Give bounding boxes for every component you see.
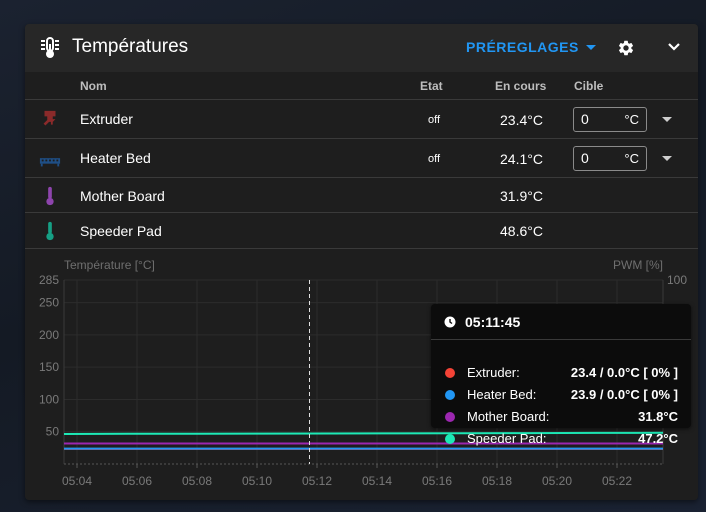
tooltip-row: Extruder: 23.4 / 0.0°C [ 0% ]	[431, 364, 691, 382]
tooltip-time: 05:11:45	[465, 314, 521, 330]
x-tick-label: 05:10	[242, 474, 272, 488]
chevron-down-icon[interactable]	[666, 39, 682, 55]
thermometer-icon	[46, 186, 54, 206]
sensor-name: Speeder Pad	[80, 223, 162, 239]
preset-dropdown-icon[interactable]	[662, 156, 672, 161]
tooltip-row: Heater Bed: 23.9 / 0.0°C [ 0% ]	[431, 386, 691, 404]
current-temp: 24.1°C	[500, 151, 543, 167]
extruder-icon	[43, 110, 56, 126]
current-temp: 23.4°C	[500, 112, 543, 128]
x-tick-label: 05:14	[362, 474, 392, 488]
temperature-chart-svg[interactable]: Température [°C] PWM [%] 285 250 200 150 100 50…	[25, 249, 698, 500]
heater-bed-icon	[39, 158, 61, 167]
y-tick-label: 150	[39, 360, 59, 374]
chart-tooltip: 05:11:45 Extruder: 23.4 / 0.0°C [ 0% ] Hea…	[431, 304, 691, 446]
x-tick-label: 05:20	[542, 474, 572, 488]
sensor-name: Mother Board	[80, 188, 165, 204]
clock-icon	[444, 316, 456, 328]
table-row-speeder-pad: Speeder Pad 48.6°C	[25, 212, 698, 248]
gear-icon[interactable]	[617, 39, 635, 57]
thermometer-icon	[41, 37, 59, 58]
header-state: Etat	[420, 79, 443, 93]
y-tick-label: 100	[39, 392, 59, 406]
tooltip-label: Mother Board:	[467, 409, 550, 424]
y2-tick-label: 100	[667, 273, 687, 287]
temperatures-panel: Températures PRÉREGLAGES Nom Etat En cou…	[25, 24, 698, 500]
table-row-mother-board: Mother Board 31.9°C	[25, 177, 698, 213]
heater-state: off	[428, 153, 441, 165]
tooltip-label: Extruder:	[467, 365, 520, 380]
heater-name: Extruder	[80, 111, 133, 127]
caret-down-icon	[585, 45, 596, 50]
tooltip-value: 47.2°C	[638, 431, 678, 446]
target-temp-field[interactable]: °C	[573, 107, 647, 132]
page-title: Températures	[72, 36, 189, 57]
header-current: En cours	[495, 79, 547, 93]
tooltip-value: 31.8°C	[638, 409, 678, 424]
x-tick-label: 05:22	[602, 474, 632, 488]
series-color-dot	[445, 390, 455, 400]
header-name: Nom	[80, 79, 107, 93]
x-tick-label: 05:04	[62, 474, 92, 488]
target-temp-input[interactable]	[581, 111, 619, 127]
y-axis-label: Température [°C]	[64, 258, 155, 272]
thermometer-icon	[46, 221, 54, 241]
tooltip-label: Heater Bed:	[467, 387, 537, 402]
tooltip-row: Mother Board: 31.8°C	[431, 408, 691, 426]
series-color-dot	[445, 434, 455, 444]
y-tick-label: 250	[39, 296, 59, 310]
y2-axis-label: PWM [%]	[613, 258, 663, 272]
tooltip-value: 23.4 / 0.0°C [ 0% ]	[570, 365, 678, 380]
series-color-dot	[445, 368, 455, 378]
unit-label: °C	[624, 112, 639, 127]
heater-name: Heater Bed	[80, 150, 151, 166]
x-tick-label: 05:06	[122, 474, 152, 488]
y-tick-label: 200	[39, 328, 59, 342]
target-temp-input[interactable]	[581, 150, 619, 166]
tooltip-label: Speeder Pad:	[467, 431, 547, 446]
series-line-speeder-pad	[63, 431, 664, 435]
current-temp: 48.6°C	[500, 223, 543, 239]
unit-label: °C	[624, 151, 639, 166]
presets-button[interactable]: PRÉREGLAGES	[466, 39, 596, 55]
y-tick-label: 50	[46, 425, 60, 439]
preset-dropdown-icon[interactable]	[662, 117, 672, 122]
current-temp: 31.9°C	[500, 188, 543, 204]
panel-header: Températures PRÉREGLAGES	[25, 24, 698, 72]
tooltip-value: 23.9 / 0.0°C [ 0% ]	[570, 387, 678, 402]
tooltip-row: Speeder Pad: 47.2°C	[431, 430, 691, 448]
series-color-dot	[445, 412, 455, 422]
table-row-extruder: Extruder off 23.4°C °C	[25, 99, 698, 139]
x-tick-label: 05:18	[482, 474, 512, 488]
table-header: Nom Etat En cours Cible	[25, 72, 698, 99]
y-tick-label: 285	[39, 273, 59, 287]
header-target: Cible	[574, 79, 604, 93]
x-tick-label: 05:08	[182, 474, 212, 488]
x-tick-label: 05:16	[422, 474, 452, 488]
presets-label: PRÉREGLAGES	[466, 39, 579, 55]
table-row-heater-bed: Heater Bed off 24.1°C °C	[25, 138, 698, 178]
target-temp-field[interactable]: °C	[573, 146, 647, 171]
tooltip-divider	[431, 339, 691, 340]
heater-state: off	[428, 114, 441, 126]
x-tick-label: 05:12	[302, 474, 332, 488]
